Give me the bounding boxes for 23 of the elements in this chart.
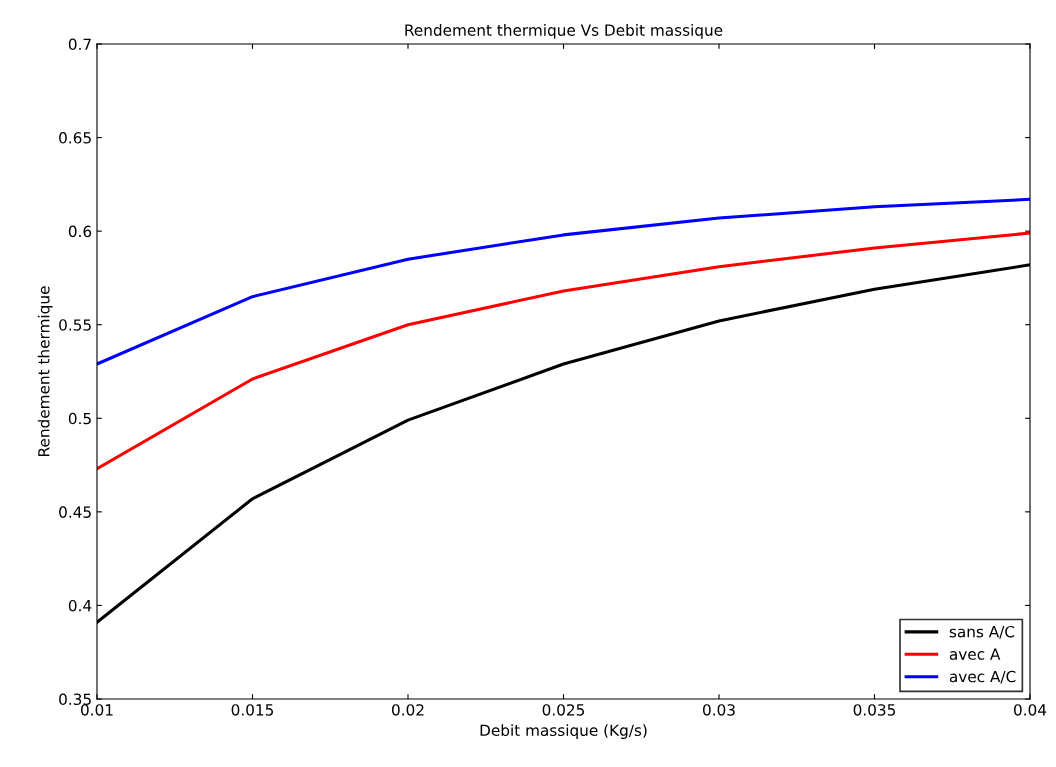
y-tick-label: 0.4 [68, 599, 92, 612]
line-series [97, 231, 1030, 471]
x-tick-label: 0.02 [392, 704, 424, 716]
y-tick-label: 0.6 [68, 225, 92, 238]
y-tick-label: 0.35 [59, 693, 91, 706]
x-tick-label: 0.025 [542, 704, 585, 716]
y-tick-label: 0.5 [68, 412, 91, 425]
legend-label: avec A/C [949, 670, 1016, 684]
chart-title: Rendement thermique Vs Debit massique [405, 24, 723, 39]
line-series [97, 197, 1030, 366]
x-tick-label: 0.03 [703, 704, 735, 716]
x-axis-title: Debit massique (Kg/s) [480, 724, 647, 739]
x-tick-label: 0.01 [81, 704, 113, 716]
legend-label: sans A/C [949, 625, 1015, 639]
y-tick-label: 0.55 [59, 319, 91, 331]
y-axis-title: Rendement thermique [37, 286, 53, 456]
legend-label: avec A [949, 648, 1001, 660]
y-tick-label: 0.65 [59, 132, 91, 144]
x-tick-label: 0.015 [231, 704, 274, 716]
x-tick-label: 0.04 [1014, 704, 1047, 716]
y-tick-label: 0.45 [59, 506, 91, 518]
y-tick-label: 0.7 [68, 38, 91, 51]
x-tick-label: 0.035 [853, 704, 896, 716]
